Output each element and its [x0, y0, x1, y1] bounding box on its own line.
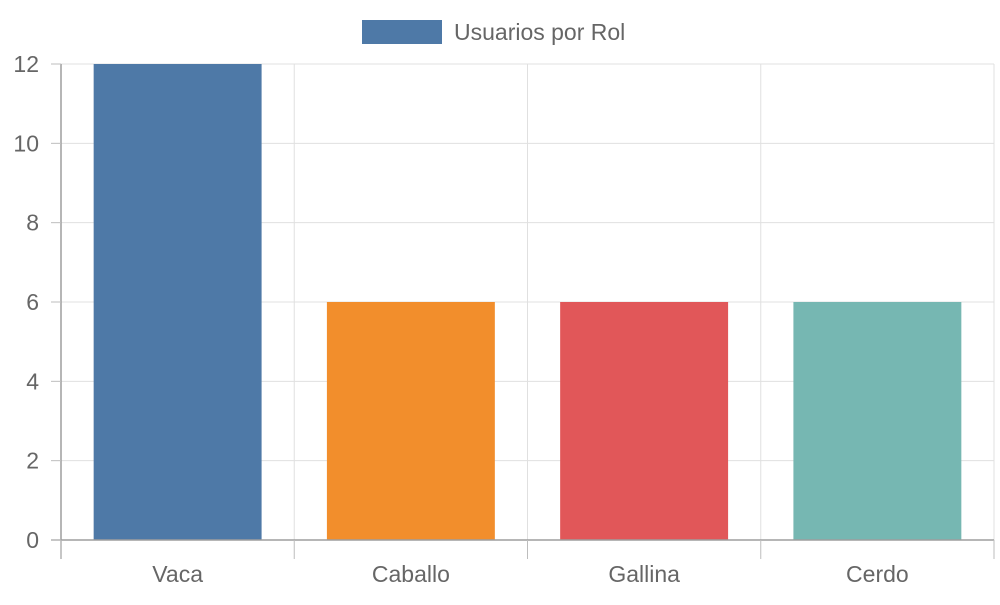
y-tick-label: 8 [26, 210, 39, 236]
y-tick-label: 12 [13, 51, 39, 77]
x-tick-label: Cerdo [846, 561, 909, 587]
bar-vaca[interactable] [93, 64, 262, 540]
x-axis-ticks: Vaca Caballo Gallina Cerdo [60, 540, 995, 587]
x-tick-label: Vaca [152, 561, 203, 587]
bar-cerdo[interactable] [793, 302, 962, 540]
y-tick-label: 10 [13, 130, 39, 156]
bar-gallina[interactable] [560, 302, 729, 540]
y-tick-label: 6 [26, 289, 39, 315]
x-tick-label: Gallina [608, 561, 680, 587]
y-tick-label: 0 [26, 527, 39, 553]
legend-label: Usuarios por Rol [454, 19, 625, 45]
y-axis-ticks: 0 2 4 6 8 10 12 [13, 51, 61, 553]
bars [93, 64, 962, 540]
bar-caballo[interactable] [326, 302, 495, 540]
axes [51, 64, 994, 559]
x-tick-label: Caballo [372, 561, 450, 587]
legend-swatch [362, 20, 442, 44]
y-tick-label: 4 [26, 368, 39, 394]
legend[interactable]: Usuarios por Rol [362, 19, 625, 45]
y-tick-label: 2 [26, 448, 39, 474]
